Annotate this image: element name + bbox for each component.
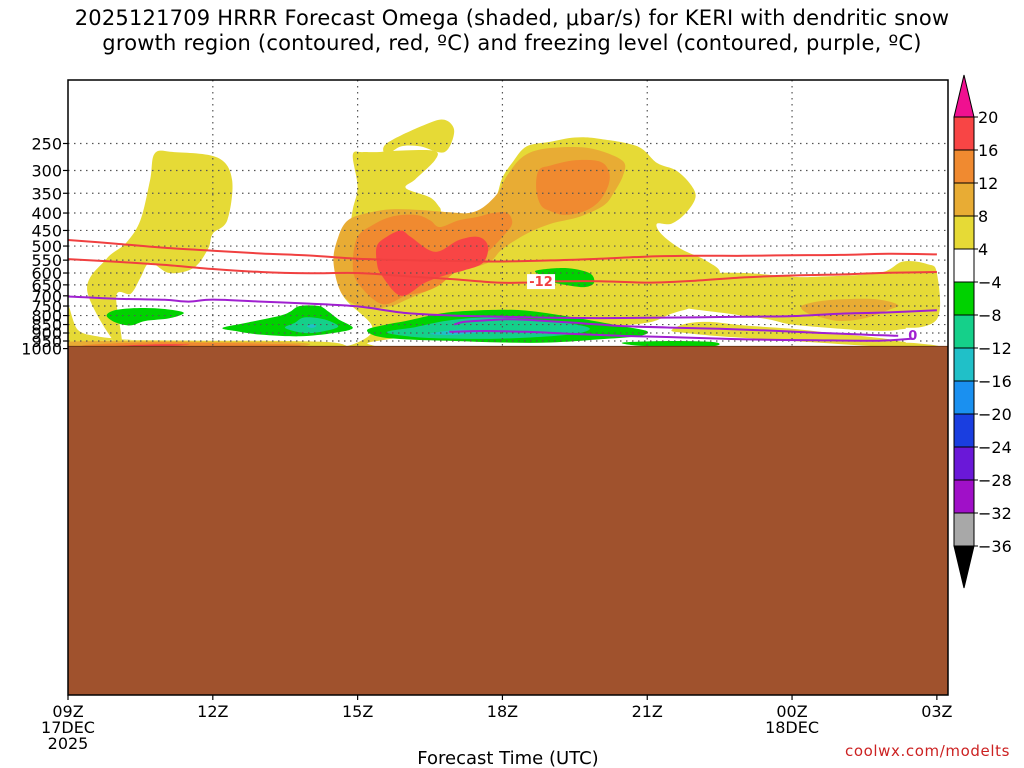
x-tick-label-0-1: 17DEC bbox=[41, 718, 95, 737]
colorbar-band--24--20 bbox=[953, 413, 975, 448]
omega-region-13 bbox=[375, 230, 489, 296]
x-tick-label-0-2: 2025 bbox=[48, 734, 89, 753]
colorbar-label-4: 4 bbox=[978, 240, 988, 259]
colorbar-band--4-4 bbox=[953, 248, 975, 283]
colorbar-band--20--16 bbox=[953, 380, 975, 415]
freezing-contour-label-0: 0 bbox=[908, 329, 917, 344]
chart-title-line-2: growth region (contoured, red, ºC) and f… bbox=[102, 31, 922, 55]
colorbar-band-8-12 bbox=[953, 182, 975, 217]
y-tick-label-450: 450 bbox=[31, 221, 62, 240]
colorbar-label-11: −28 bbox=[978, 471, 1012, 490]
colorbar-bottom-arrow bbox=[953, 545, 975, 589]
omega-region-5 bbox=[68, 305, 132, 344]
omega-region-11 bbox=[536, 159, 610, 215]
colorbar-band--8--4 bbox=[953, 281, 975, 316]
colorbar-band-4-8 bbox=[953, 215, 975, 250]
colorbar-top-arrow bbox=[953, 74, 975, 118]
colorbar-band--28--24 bbox=[953, 446, 975, 481]
y-tick-label-800: 800 bbox=[31, 307, 62, 326]
omega-region-19 bbox=[621, 340, 720, 347]
y-tick-label-400: 400 bbox=[31, 204, 62, 223]
colorbar-label-3: 8 bbox=[978, 207, 988, 226]
y-tick-label-600: 600 bbox=[31, 264, 62, 283]
chart-title-line-1: 2025121709 HRRR Forecast Omega (shaded, … bbox=[74, 6, 950, 30]
colorbar-band--16--12 bbox=[953, 347, 975, 382]
y-tick-label-950: 950 bbox=[31, 332, 62, 351]
plot-frame bbox=[67, 79, 949, 696]
colorbar-label-10: −24 bbox=[978, 438, 1012, 457]
omega-region-2 bbox=[383, 119, 455, 155]
freezing-level-contour-1 bbox=[453, 318, 899, 337]
y-tick-label-500: 500 bbox=[31, 237, 62, 256]
omega-region-16 bbox=[222, 305, 353, 337]
x-tick-label-3-0: 12Z bbox=[197, 702, 228, 721]
colorbar-label-12: −32 bbox=[978, 504, 1012, 523]
x-axis-title: Forecast Time (UTC) bbox=[417, 748, 598, 768]
colorbar-band--36--32 bbox=[953, 512, 975, 547]
colorbar-band-12-16 bbox=[953, 149, 975, 184]
y-tick-label-650: 650 bbox=[31, 276, 62, 295]
colorbar-label-2: 12 bbox=[978, 174, 998, 193]
dgz-contour-label-1: -12 bbox=[529, 275, 553, 290]
x-tick-label-0-0: 09Z bbox=[52, 702, 83, 721]
colorbar-label-6: −8 bbox=[978, 306, 1002, 325]
y-tick-label-900: 900 bbox=[31, 324, 62, 343]
colorbar-label-7: −12 bbox=[978, 339, 1012, 358]
dgz-contour-1 bbox=[68, 258, 937, 284]
omega-region-0 bbox=[87, 150, 233, 349]
colorbar-band--12--8 bbox=[953, 314, 975, 349]
omega-region-15 bbox=[106, 307, 184, 326]
y-tick-label-300: 300 bbox=[31, 161, 62, 180]
colorbar-label-1: 16 bbox=[978, 141, 998, 160]
x-tick-label-15-0: 00Z bbox=[776, 702, 807, 721]
y-tick-label-1000: 1000 bbox=[21, 340, 62, 359]
colorbar-label-13: −36 bbox=[978, 537, 1012, 556]
ground-surface bbox=[68, 346, 948, 695]
y-tick-label-250: 250 bbox=[31, 135, 62, 154]
colorbar-label-9: −20 bbox=[978, 405, 1012, 424]
x-tick-label-15-1: 18DEC bbox=[765, 718, 819, 737]
omega-region-18 bbox=[535, 267, 595, 288]
y-tick-label-700: 700 bbox=[31, 287, 62, 306]
colorbar-band-16-20 bbox=[953, 116, 975, 151]
freezing-level-contour-2 bbox=[449, 329, 913, 342]
x-tick-label-12-0: 21Z bbox=[632, 702, 663, 721]
omega-region-24 bbox=[306, 324, 317, 328]
x-tick-label-6-0: 15Z bbox=[342, 702, 373, 721]
colorbar-label-8: −16 bbox=[978, 372, 1012, 391]
y-tick-label-550: 550 bbox=[31, 251, 62, 270]
credit-link[interactable]: coolwx.com/modelts bbox=[845, 742, 1010, 760]
y-tick-label-350: 350 bbox=[31, 184, 62, 203]
colorbar-label-0: 20 bbox=[978, 108, 998, 127]
y-tick-label-850: 850 bbox=[31, 316, 62, 335]
y-tick-label-750: 750 bbox=[31, 297, 62, 316]
colorbar-band--32--28 bbox=[953, 479, 975, 514]
chart-title: 2025121709 HRRR Forecast Omega (shaded, … bbox=[0, 6, 1024, 56]
colorbar-label-5: −4 bbox=[978, 273, 1002, 292]
freezing-level-contour-0 bbox=[68, 295, 937, 320]
dgz-contour-0 bbox=[68, 239, 937, 263]
x-tick-label-18-0: 03Z bbox=[921, 702, 952, 721]
dgz-label-bg-1 bbox=[527, 274, 556, 290]
x-tick-label-9-0: 18Z bbox=[487, 702, 518, 721]
